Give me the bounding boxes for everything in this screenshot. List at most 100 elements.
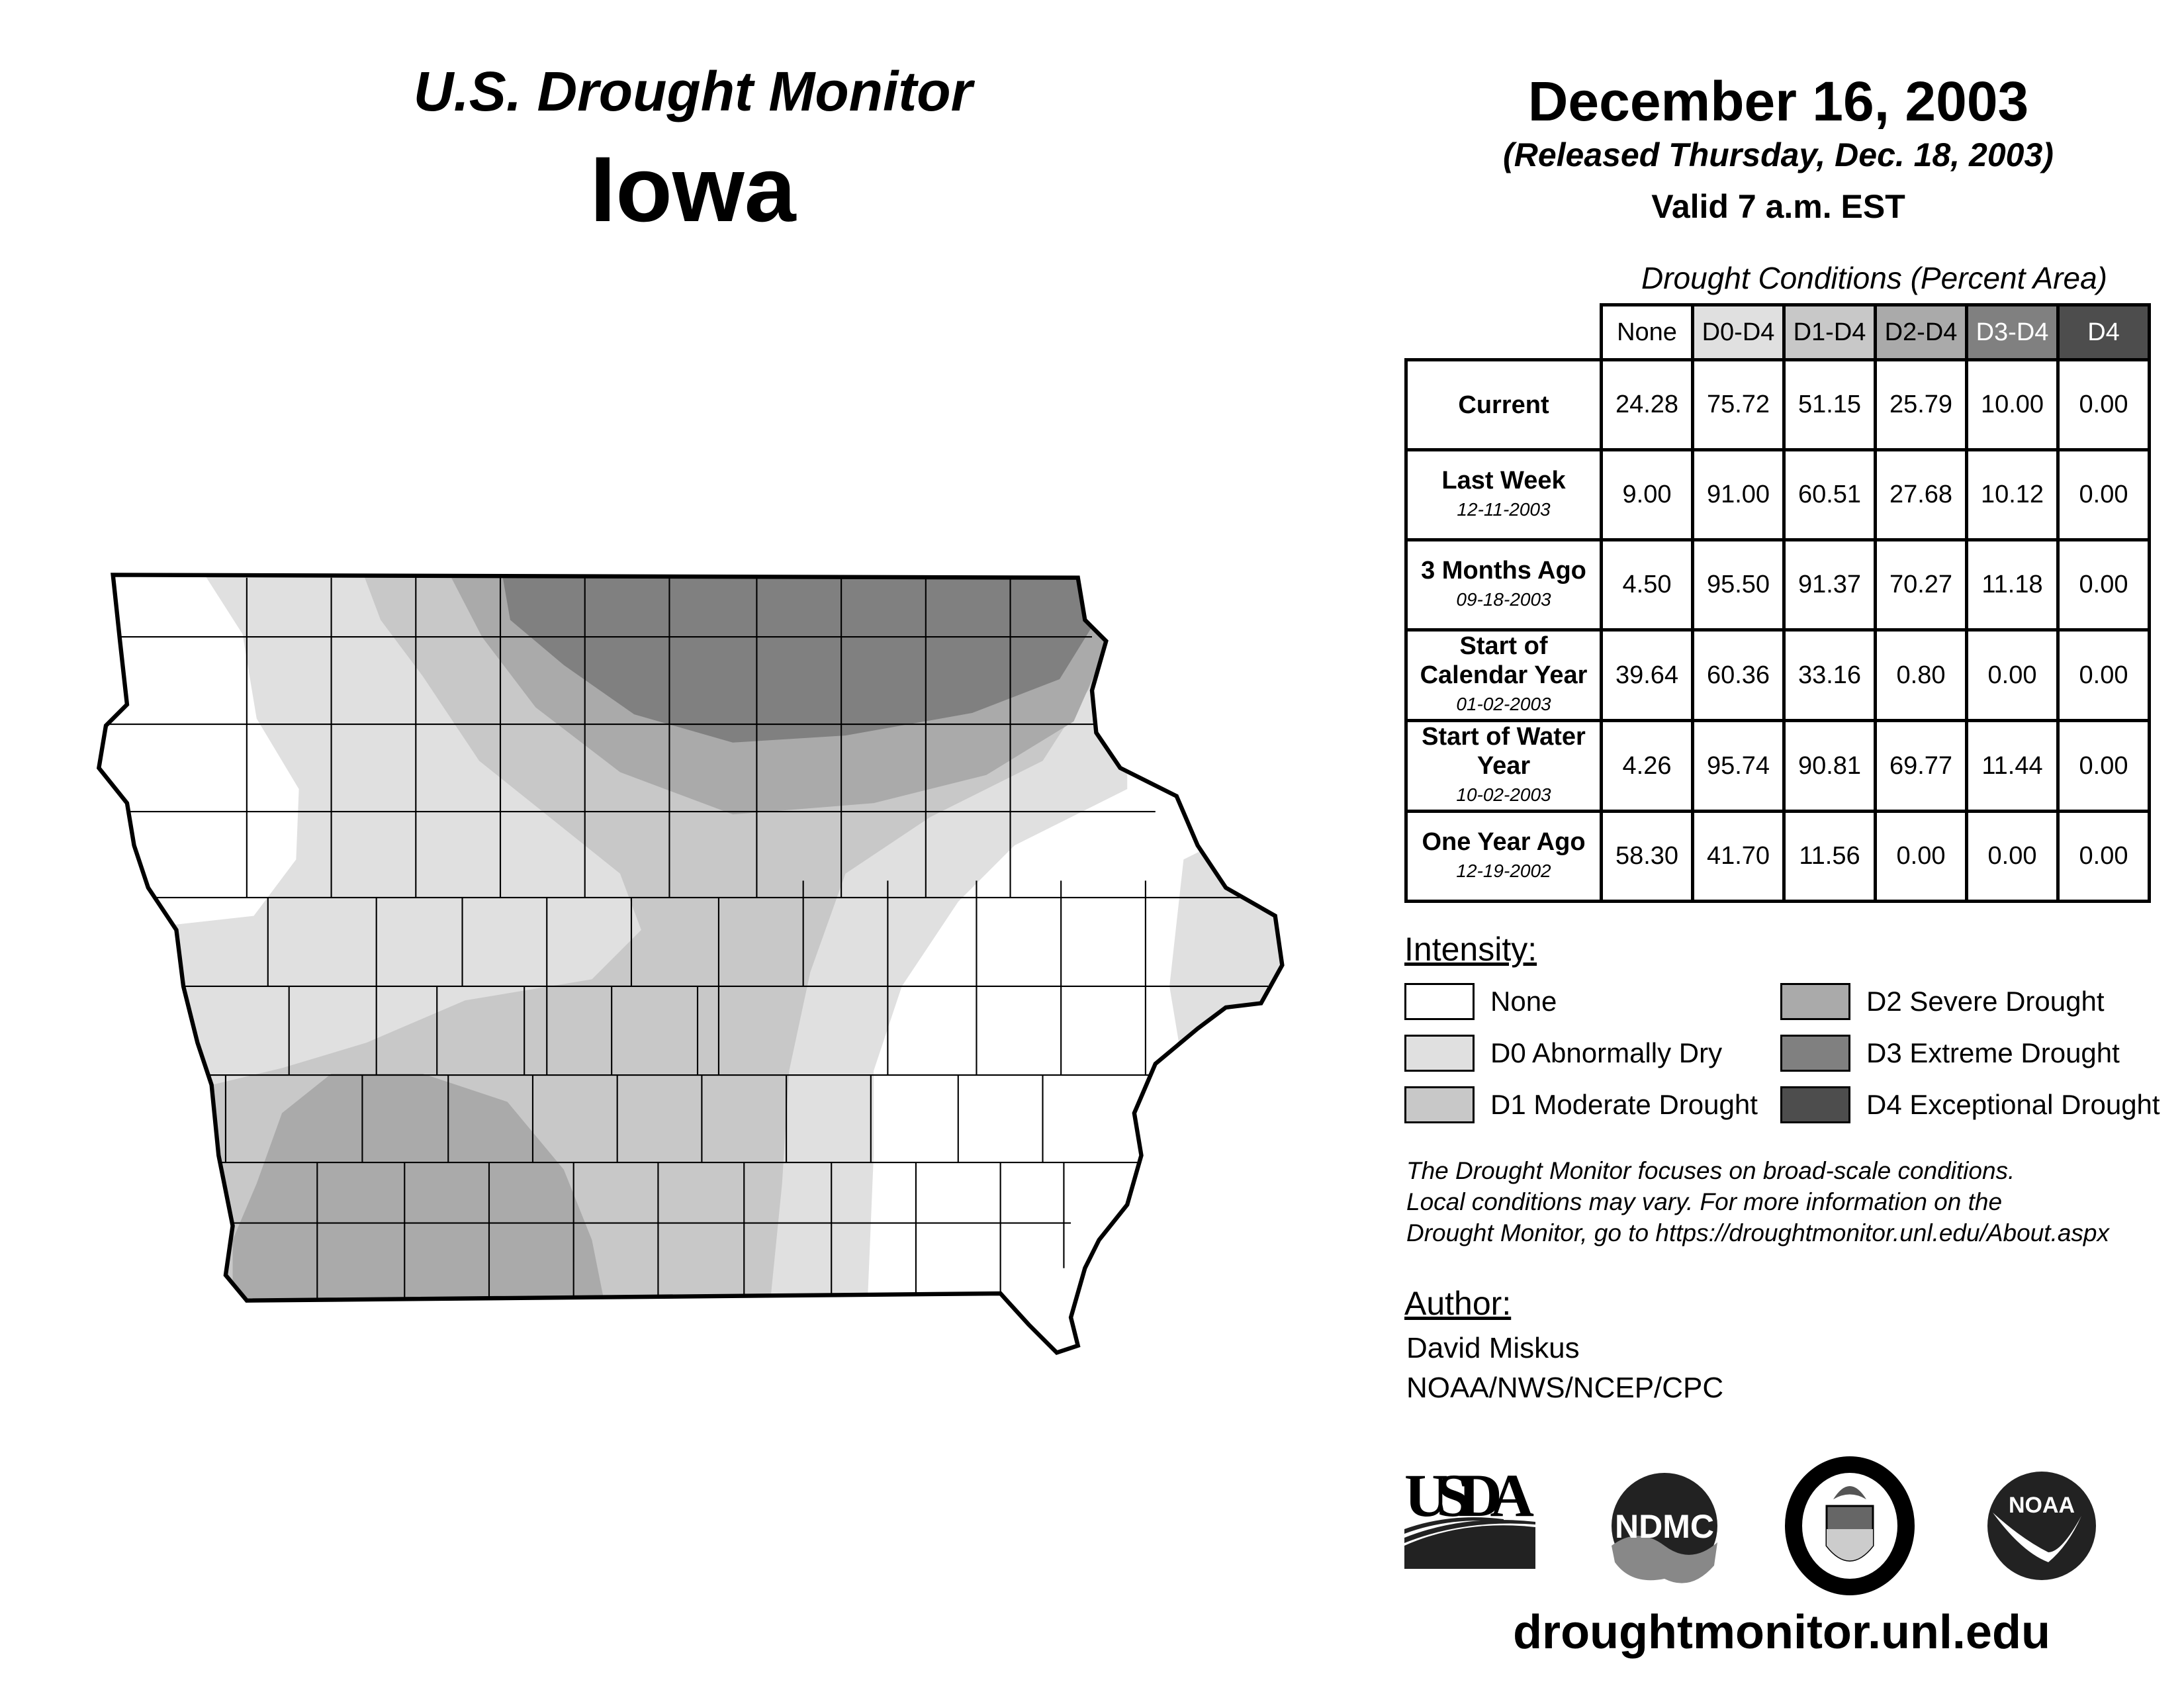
row-label-text: Current [1458,391,1549,419]
table-cell: 91.37 [1782,538,1877,632]
legend-swatch [1404,1086,1475,1123]
note-line: The Drought Monitor focuses on broad-sca… [1406,1157,2015,1184]
d2-area [232,575,1107,1325]
legend-label: D4 Exceptional Drought [1866,1089,2160,1120]
row-label-text: Start of Water Year [1422,723,1586,780]
legend-swatch [1780,1086,1850,1123]
legend-item: D4 Exceptional Drought [1780,1086,2160,1123]
legend-swatch [1780,983,1850,1020]
table-cell: 4.50 [1600,538,1694,632]
noaa-logo: NOAA [1987,1472,2096,1580]
table-cell: 0.00 [1965,810,2060,903]
table-cell: 41.70 [1691,810,1786,903]
drought-conditions-table: None D0-D4 D1-D4 D2-D4 D3-D4 D4 Current 2… [1404,303,2151,903]
row-label-text: Start of Calendar Year [1420,632,1588,689]
table-cell: 0.00 [2056,448,2151,541]
table-cell: 10.00 [1965,358,2060,451]
row-label: Last Week 12-11-2003 [1404,448,1603,541]
row-date: 09-18-2003 [1456,588,1551,610]
table-cell: 24.28 [1600,358,1694,451]
row-label: 3 Months Ago 09-18-2003 [1404,538,1603,632]
legend-label: D1 Moderate Drought [1490,1089,1758,1120]
table-cell: 95.50 [1691,538,1786,632]
table-row: Last Week 12-11-2003 9.00 91.00 60.51 27.68 10… [1404,448,2151,541]
table-row: Start of Water Year 10-02-2003 4.26 95.74 90… [1404,719,2151,813]
legend-item: D2 Severe Drought [1780,983,2105,1020]
row-label: Current [1404,358,1603,451]
author-org: NOAA/NWS/NCEP/CPC [1406,1372,1724,1404]
row-label-text: One Year Ago [1422,827,1586,856]
table-cell: 58.30 [1600,810,1694,903]
legend-swatch [1404,983,1475,1020]
legend-label: D0 Abnormally Dry [1490,1037,1723,1068]
table-row: One Year Ago 12-19-2002 58.30 41.70 11.56 0.0… [1404,810,2151,903]
col-d0-d4: D0-D4 [1691,303,1786,361]
table-title: Drought Conditions (Percent Area) [1641,261,2107,295]
row-label-text: 3 Months Ago [1421,556,1586,585]
legend-swatch [1404,1035,1475,1072]
table-row: 3 Months Ago 09-18-2003 4.50 95.50 91.37 70.2… [1404,538,2151,632]
table-cell: 0.00 [2056,719,2151,813]
table-row: Start of Calendar Year 01-02-2003 39.64 60.… [1404,628,2151,722]
legend-item: D0 Abnormally Dry [1404,1035,1722,1072]
legend-label: D2 Severe Drought [1866,986,2105,1017]
table-row: Current 24.28 75.72 51.15 25.79 10.00 0.00 [1404,358,2151,451]
row-date: 12-11-2003 [1457,498,1551,520]
department-of-commerce-seal [1785,1456,1915,1595]
col-none: None [1600,303,1694,361]
row-date: 01-02-2003 [1456,694,1551,714]
svg-text:NOAA: NOAA [2009,1493,2075,1518]
county-lines [99,577,1269,1301]
author-label: Author: [1404,1285,1512,1322]
table-cell: 70.27 [1874,538,1968,632]
legend-label: D3 Extreme Drought [1866,1037,2120,1068]
col-d4: D4 [2056,303,2151,361]
table-cell: 60.36 [1691,628,1786,722]
legend-item: D3 Extreme Drought [1780,1035,2120,1072]
disclaimer-note: The Drought Monitor focuses on broad-sca… [1406,1155,2109,1248]
table-cell: 51.15 [1782,358,1877,451]
map-title: U.S. Drought Monitor [413,60,973,122]
legend-title: Intensity: [1404,931,1537,968]
table-cell: 91.00 [1691,448,1786,541]
table-cell: 11.56 [1782,810,1877,903]
valid-time: Valid 7 a.m. EST [1651,188,1905,225]
table-header-row: None D0-D4 D1-D4 D2-D4 D3-D4 D4 [1406,303,2151,361]
col-d2-d4: D2-D4 [1874,303,1968,361]
map-date: December 16, 2003 [1527,70,2029,132]
table-cell: 4.26 [1600,719,1694,813]
table-cell: 11.44 [1965,719,2060,813]
row-date: 12-19-2002 [1456,860,1551,881]
table-cell: 95.74 [1691,719,1786,813]
author-name: David Miskus [1406,1332,1580,1364]
table-cell: 69.77 [1874,719,1968,813]
table-cell: 0.00 [2056,810,2151,903]
table-cell: 0.00 [2056,358,2151,451]
row-label: Start of Calendar Year 01-02-2003 [1404,628,1603,722]
website-url[interactable]: droughtmonitor.unl.edu [1513,1606,2050,1659]
col-d1-d4: D1-D4 [1782,303,1877,361]
release-date: (Released Thursday, Dec. 18, 2003) [1503,136,2054,173]
table-cell: 9.00 [1600,448,1694,541]
table-cell: 0.00 [1874,810,1968,903]
usda-logo: USDA [1404,1462,1535,1569]
svg-text:NDMC: NDMC [1615,1508,1714,1545]
table-cell: 33.16 [1782,628,1877,722]
legend-item: D1 Moderate Drought [1404,1086,1758,1123]
table-cell: 75.72 [1691,358,1786,451]
legend-item: None [1404,983,1557,1020]
d3-area [500,575,1097,743]
col-d3-d4: D3-D4 [1965,303,2060,361]
table-cell: 0.00 [2056,538,2151,632]
table-cell: 11.18 [1965,538,2060,632]
row-label: One Year Ago 12-19-2002 [1404,810,1603,903]
note-line: Local conditions may vary. For more info… [1406,1188,2003,1215]
row-date: 10-02-2003 [1456,784,1551,805]
table-cell: 90.81 [1782,719,1877,813]
table-cell: 0.00 [1965,628,2060,722]
legend-label: None [1490,986,1557,1017]
legend-swatch [1780,1035,1850,1072]
table-cell: 39.64 [1600,628,1694,722]
table-cell: 0.00 [2056,628,2151,722]
note-line: Drought Monitor, go to https://droughtmo… [1406,1219,2109,1246]
